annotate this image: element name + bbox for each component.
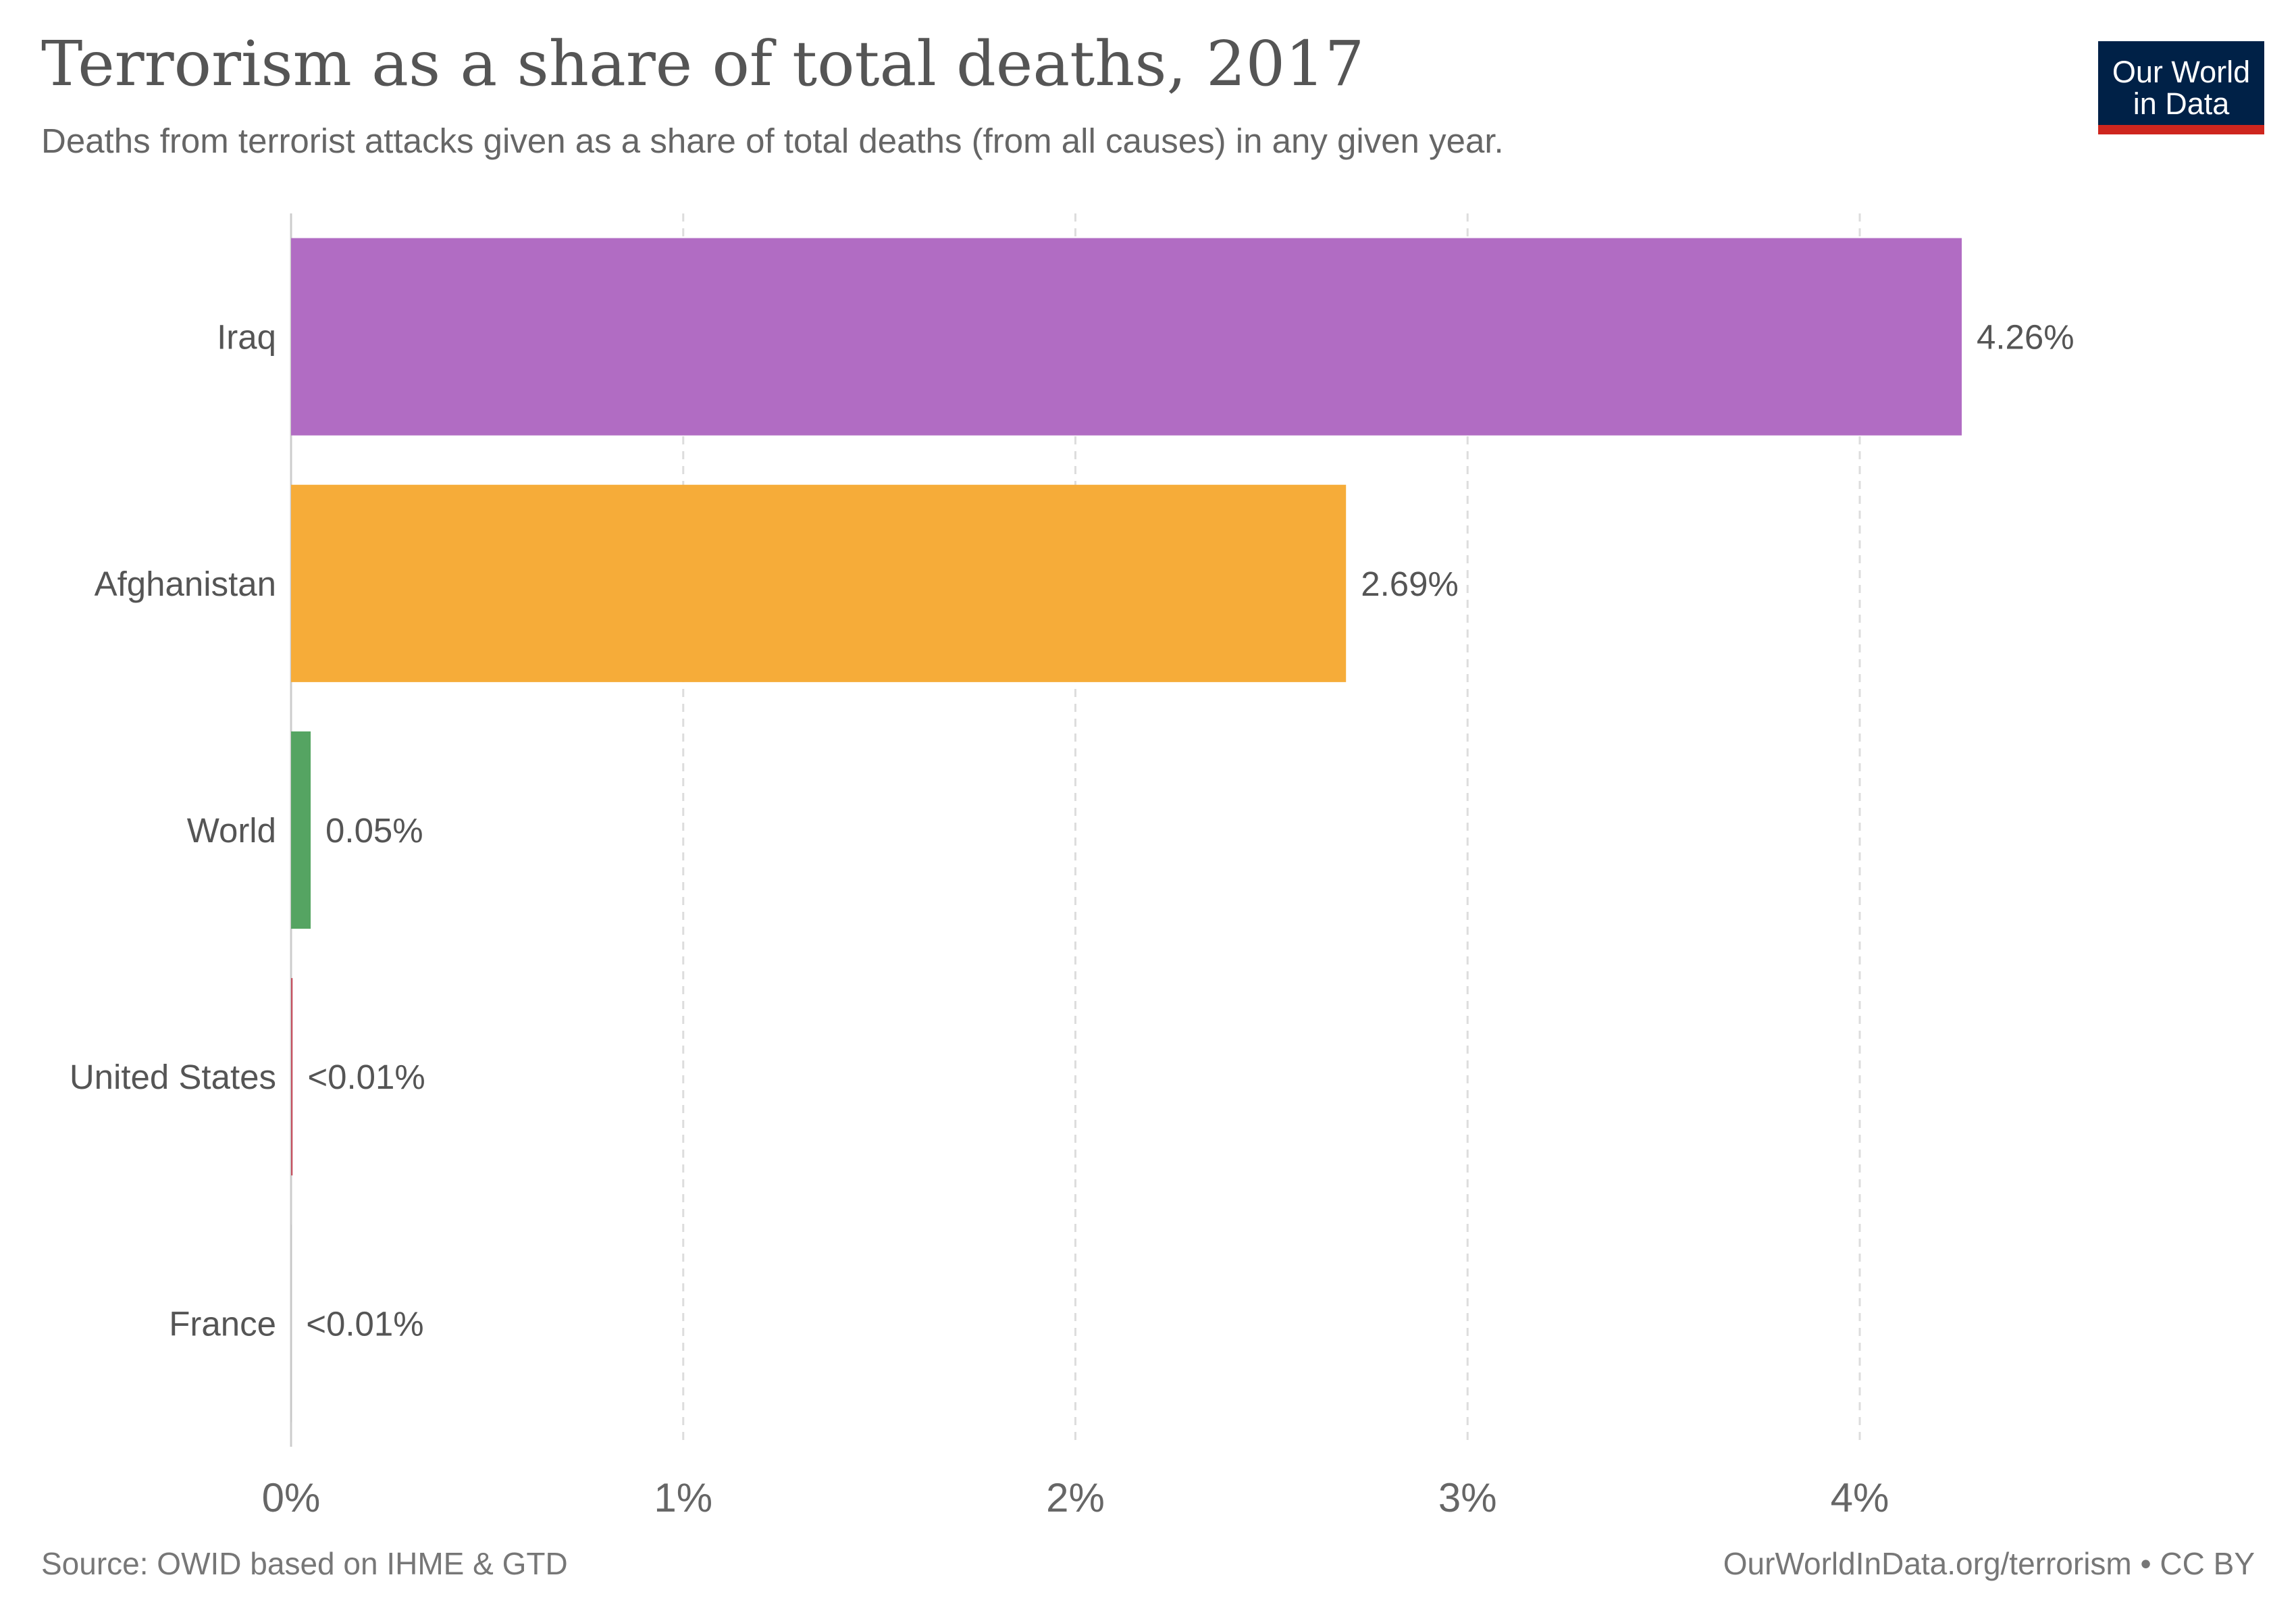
value-label-united-states: <0.01% bbox=[307, 1058, 425, 1096]
category-label-afghanistan: Afghanistan bbox=[95, 565, 276, 603]
x-tick-label: 0% bbox=[262, 1475, 321, 1520]
x-tick-label: 4% bbox=[1831, 1475, 1889, 1520]
bar-afghanistan bbox=[291, 484, 1347, 682]
logo-accent-bar bbox=[2098, 125, 2264, 134]
category-label-france: France bbox=[169, 1304, 276, 1343]
bar-iraq bbox=[291, 238, 1962, 436]
logo-text-line-2: in Data bbox=[2133, 86, 2230, 121]
value-label-iraq: 4.26% bbox=[1977, 318, 2075, 357]
value-label-world: 0.05% bbox=[325, 811, 423, 850]
x-tick-label: 2% bbox=[1046, 1475, 1105, 1520]
value-label-afghanistan: 2.69% bbox=[1361, 565, 1459, 603]
value-label-france: <0.01% bbox=[306, 1304, 423, 1343]
x-tick-label: 3% bbox=[1438, 1475, 1497, 1520]
chart-title: Terrorism as a share of total deaths, 20… bbox=[41, 28, 1365, 100]
category-label-iraq: Iraq bbox=[217, 318, 276, 357]
x-tick-label: 1% bbox=[654, 1475, 712, 1520]
logo-text-line-1: Our World bbox=[2112, 54, 2251, 89]
source-note: Source: OWID based on IHME & GTD bbox=[41, 1546, 568, 1581]
bar-world bbox=[291, 731, 311, 929]
chart-subtitle: Deaths from terrorist attacks given as a… bbox=[41, 122, 1504, 160]
category-label-world: World bbox=[187, 811, 276, 850]
bar-united-states bbox=[291, 978, 293, 1176]
license-link[interactable]: OurWorldInData.org/terrorism • CC BY bbox=[1723, 1546, 2255, 1581]
labels: 0% 1% 2% 3% 4% Iraq 4.26% Afghanistan 2.69% World… bbox=[70, 318, 2075, 1520]
bars bbox=[291, 238, 1962, 1422]
category-label-united-states: United States bbox=[70, 1058, 276, 1096]
owid-logo[interactable]: Our World in Data bbox=[2098, 41, 2264, 134]
